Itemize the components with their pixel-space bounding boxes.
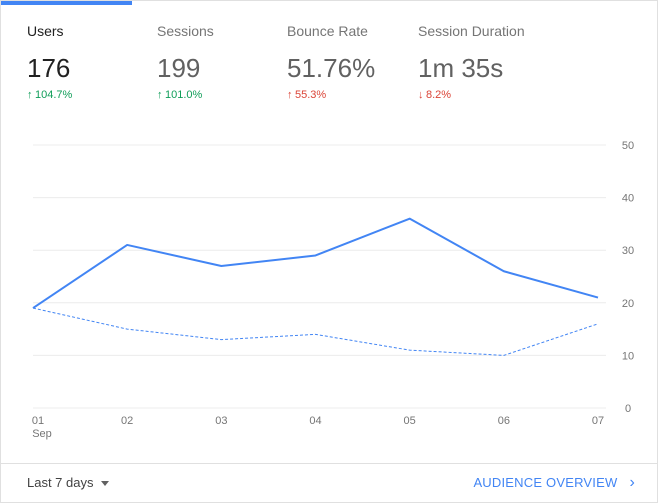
card-footer: Last 7 days AUDIENCE OVERVIEW › [1,463,657,504]
x-tick-sublabel: Sep [32,428,52,440]
arrow-down-icon: ↓ [418,89,424,101]
metric-change: ↑ 101.0% [157,87,282,103]
x-tick-label: 06 [498,415,510,427]
line-chart: 0 10 20 30 40 50 01 02 03 04 05 06 07 Sep [1,131,658,451]
metric-label: Session Duration [418,23,525,39]
series-line-solid [32,217,599,309]
line-chart-svg: 0 10 20 30 40 50 01 02 03 04 05 06 07 Sep [32,140,634,440]
y-tick-label: 40 [622,193,634,205]
metric-bounce-rate-tab[interactable]: Bounce Rate 51.76% ↑ 55.3% [287,21,412,103]
x-tick-label: 01 [32,415,44,427]
y-tick-label: 50 [622,140,634,152]
metric-value: 1m 35s [418,53,504,83]
y-tick-label: 10 [622,350,634,362]
metric-value: 199 [157,53,201,83]
y-tick-label: 30 [622,245,634,257]
date-range-label: Last 7 days [27,475,94,490]
series-line-dashed [32,307,599,356]
metric-change: ↑ 104.7% [27,87,152,103]
caret-down-icon [100,481,109,487]
arrow-up-icon: ↑ [287,89,293,101]
metric-sessions-tab[interactable]: Sessions 199 ↑ 101.0% [157,21,282,103]
metric-label: Sessions [157,23,214,39]
metric-change: ↓ 8.2% [418,87,543,103]
metric-change-value: 104.7% [35,89,73,101]
metric-session-duration-tab[interactable]: Session Duration 1m 35s ↓ 8.2% [418,21,543,103]
x-tick-label: 03 [215,415,227,427]
metric-change-value: 55.3% [295,89,327,101]
x-tick-label: 05 [404,415,416,427]
metric-change: ↑ 55.3% [287,87,412,103]
metric-label: Bounce Rate [287,23,368,39]
metric-change-value: 8.2% [426,89,452,101]
chevron-right-icon: › [629,474,635,491]
audience-overview-label: AUDIENCE OVERVIEW [473,475,618,490]
metric-value: 176 [27,53,71,83]
metric-users-tab[interactable]: Users 176 ↑ 104.7% [27,21,152,103]
y-tick-label: 20 [622,298,634,310]
arrow-up-icon: ↑ [157,89,163,101]
y-tick-label: 0 [625,403,631,415]
metric-label: Users [27,23,64,39]
metric-change-value: 101.0% [165,89,203,101]
x-tick-label: 04 [309,415,321,427]
arrow-up-icon: ↑ [27,89,33,101]
active-metric-indicator [1,1,132,5]
audience-overview-link[interactable]: AUDIENCE OVERVIEW › [473,474,635,491]
date-range-dropdown[interactable]: Last 7 days [27,475,109,490]
metric-value: 51.76% [287,53,376,83]
x-tick-label: 07 [592,415,604,427]
x-tick-label: 02 [121,415,133,427]
